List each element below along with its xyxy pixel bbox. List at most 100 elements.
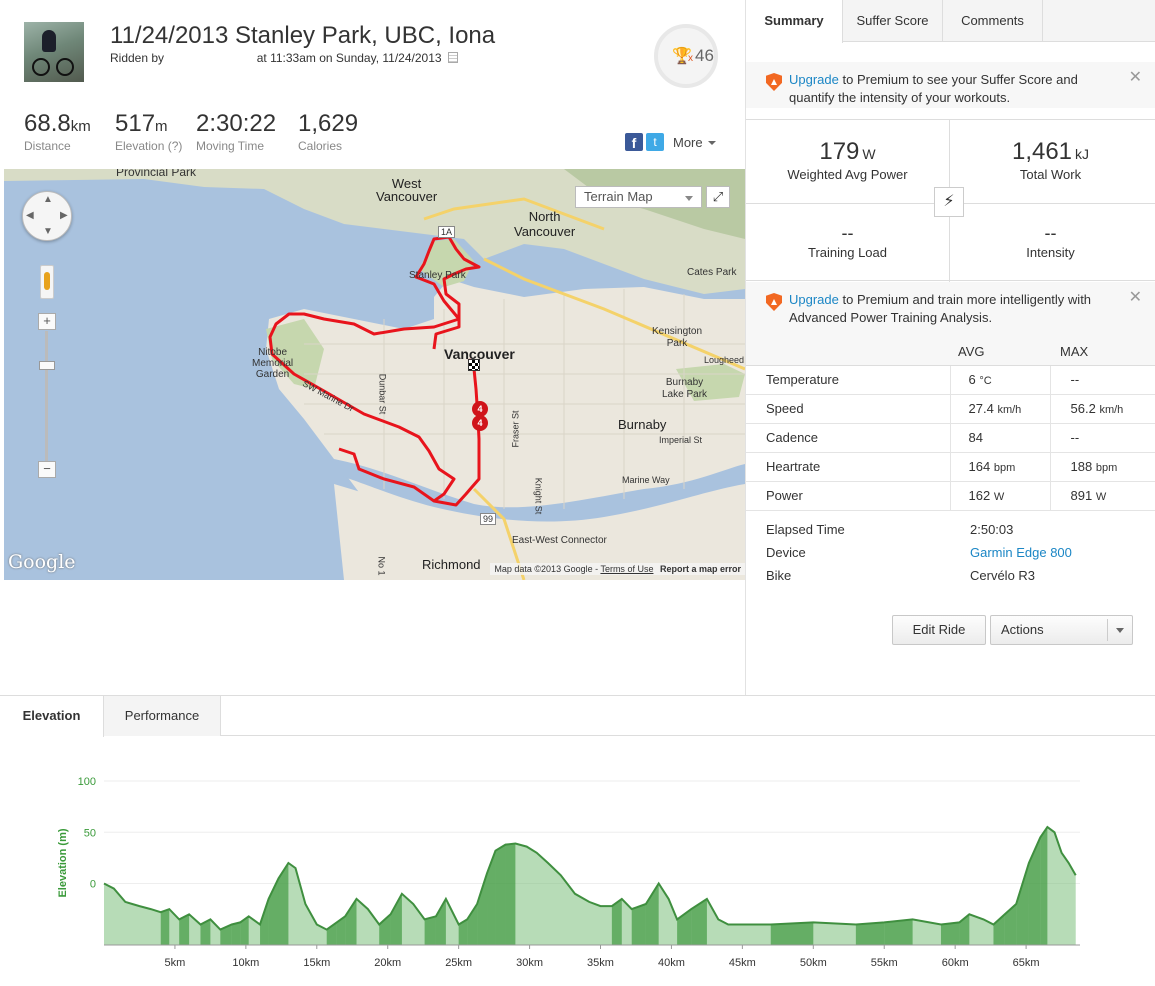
intensity: -- Intensity xyxy=(949,223,1152,260)
metric-avg-unit: °C xyxy=(979,375,992,387)
metric-max-value: -- xyxy=(1070,430,1080,445)
report-map-error-link[interactable]: Report a map error xyxy=(659,564,741,574)
x-tick-label: 45km xyxy=(729,957,756,969)
metric-avg: 84 xyxy=(950,423,1051,453)
achievements-badge[interactable]: 🏆 x 46 xyxy=(654,24,718,88)
metric-max-unit: W xyxy=(1095,491,1107,503)
analysis-panel: Elevation Performance xyxy=(0,695,1155,986)
training-load-label: Training Load xyxy=(807,245,887,260)
climb-segment xyxy=(424,916,436,945)
share-bar: f t More xyxy=(625,133,716,151)
tab-comments[interactable]: Comments xyxy=(943,0,1043,42)
x-tick-label: 50km xyxy=(800,957,827,969)
metric-max-unit: km/h xyxy=(1099,404,1124,416)
upgrade-link[interactable]: Upgrade xyxy=(789,292,839,307)
stat-label: Distance xyxy=(24,139,71,153)
stat-label: Calories xyxy=(298,139,343,153)
y-tick-label: 100 xyxy=(78,776,96,788)
climb-segment xyxy=(477,873,488,945)
tab-summary[interactable]: Summary xyxy=(746,0,843,43)
map-canvas xyxy=(4,169,745,580)
map-label: Stanley Park xyxy=(409,270,466,281)
device-link[interactable]: Garmin Edge 800 xyxy=(970,545,1072,560)
zoom-out-button[interactable]: − xyxy=(38,461,56,478)
fullscreen-icon[interactable]: ⤢ xyxy=(706,186,730,208)
power-label: Weighted Avg Power xyxy=(787,167,908,182)
stat-label: Moving Time xyxy=(196,139,265,153)
map-label: Kensington Park xyxy=(652,326,703,349)
map-label: 99 xyxy=(480,513,497,525)
climb-segment xyxy=(631,904,646,945)
metric-row: Cadence 84 -- xyxy=(746,423,1155,453)
metric-max: 188 bpm xyxy=(1050,452,1155,482)
x-tick-label: 15km xyxy=(303,957,330,969)
metric-name: Temperature xyxy=(746,365,951,395)
tab-performance[interactable]: Performance xyxy=(104,696,221,736)
climb-segment xyxy=(260,898,269,945)
climb-segment xyxy=(220,924,232,945)
stat-distance: 68.8km Distance xyxy=(24,110,91,153)
street-view-pegman-icon[interactable] xyxy=(40,265,54,299)
sidebar-tabs: Summary Suffer Score Comments xyxy=(746,0,1155,43)
climb-segment xyxy=(200,919,211,945)
more-share-button[interactable]: More xyxy=(673,135,716,150)
metric-name: Heartrate xyxy=(746,452,951,482)
close-icon[interactable]: ✕ xyxy=(1128,69,1142,86)
stat-value: 1,629 xyxy=(298,110,359,137)
metric-avg-value: 162 xyxy=(968,488,991,503)
metric-row: Speed 27.4 km/h 56.2 km/h xyxy=(746,394,1155,424)
map-label: Marine Way xyxy=(622,475,670,485)
premium-shield-icon xyxy=(766,293,782,311)
map-label: Burnaby xyxy=(618,417,667,432)
zoom-slider-thumb[interactable] xyxy=(39,361,55,370)
athlete-avatar[interactable] xyxy=(24,22,84,82)
map-marker[interactable]: 4 xyxy=(472,415,488,431)
calendar-icon[interactable] xyxy=(447,52,458,63)
map-label: Imperial St xyxy=(659,435,703,445)
map-label: West Vancouver xyxy=(376,176,438,204)
map-pan-control[interactable]: ▲ ▼ ◀ ▶ xyxy=(22,191,72,241)
google-logo: Google xyxy=(8,551,76,573)
avg-header: AVG xyxy=(950,338,1050,366)
zoom-in-button[interactable]: + xyxy=(38,313,56,330)
edit-ride-button[interactable]: Edit Ride xyxy=(892,615,986,645)
map-label: Provincial Park xyxy=(116,169,197,179)
training-load-value: -- xyxy=(841,223,854,243)
map-label: Dunbar St xyxy=(377,373,388,415)
tab-suffer-score[interactable]: Suffer Score xyxy=(843,0,943,42)
upgrade-link[interactable]: Upgrade xyxy=(789,72,839,87)
climb-segment xyxy=(940,922,960,945)
work-value: 1,461 xyxy=(1011,138,1073,165)
elevation-chart[interactable]: 100 50 0 5km 10km 15km 20km 25km 30km 35km 40km 45k… xyxy=(0,695,1155,986)
intensity-value: -- xyxy=(1044,223,1057,243)
close-icon[interactable]: ✕ xyxy=(1128,289,1142,306)
y-tick-label: 50 xyxy=(84,827,96,839)
map-data-text: Map data ©2013 Google - xyxy=(494,564,599,574)
finish-flag-icon xyxy=(468,359,480,371)
metric-name: Power xyxy=(746,481,951,511)
chevron-down-icon[interactable] xyxy=(1116,628,1124,633)
tab-elevation[interactable]: Elevation xyxy=(0,696,104,737)
twitter-icon[interactable]: t xyxy=(646,133,664,151)
stat-moving-time: 2:30:22 Moving Time xyxy=(196,110,276,153)
y-axis-label: Elevation (m) xyxy=(57,828,69,897)
stat-label[interactable]: Elevation (?) xyxy=(115,139,183,153)
upgrade-suffer-notice: Upgrade to Premium to see your Suffer Sc… xyxy=(746,62,1155,108)
map-type-select[interactable]: Terrain Map xyxy=(575,186,702,208)
metric-row: Heartrate 164 bpm 188 bpm xyxy=(746,452,1155,482)
achievements-count: 46 xyxy=(695,46,714,65)
route-map[interactable]: Provincial Park West Vancouver North Van… xyxy=(4,169,745,580)
terms-of-use-link[interactable]: Terms of Use xyxy=(600,564,654,574)
zoom-slider[interactable]: + − xyxy=(38,313,56,479)
map-marker[interactable]: 4 xyxy=(472,401,488,417)
actions-dropdown[interactable]: Actions xyxy=(990,615,1133,645)
climb-segment xyxy=(855,922,885,945)
facebook-icon[interactable]: f xyxy=(625,133,643,151)
stat-elevation: 517m Elevation (?) xyxy=(115,110,182,153)
stat-value: 517 xyxy=(115,110,156,137)
climb-segment xyxy=(677,909,692,945)
metric-name: Cadence xyxy=(746,423,951,453)
training-load: -- Training Load xyxy=(746,223,949,260)
map-label: No 1 xyxy=(376,556,387,576)
